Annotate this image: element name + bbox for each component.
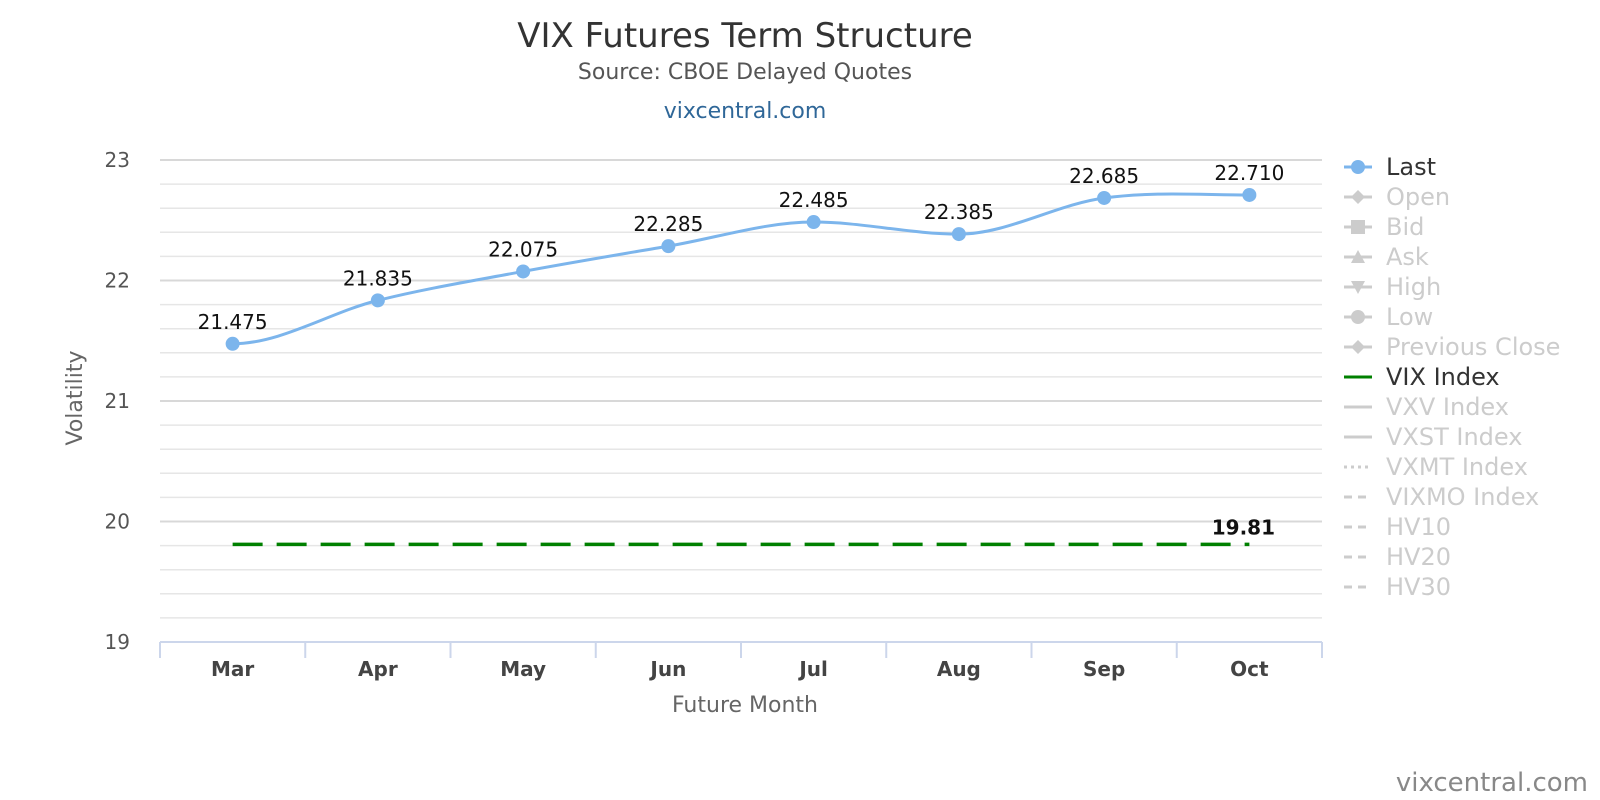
last-series-point <box>1097 190 1112 205</box>
legend-item[interactable]: HV20 <box>1344 543 1451 571</box>
legend-item[interactable]: VXV Index <box>1344 393 1509 421</box>
last-data-label: 22.075 <box>488 237 558 261</box>
y-tick-label: 20 <box>105 510 130 534</box>
y-tick-label: 19 <box>105 630 130 654</box>
credit-link[interactable]: vixcentral.com <box>1396 768 1588 798</box>
last-series-point <box>1242 187 1257 202</box>
legend-circle-icon <box>1351 160 1365 174</box>
x-tick-label: Aug <box>937 657 981 681</box>
legend-item[interactable]: VXST Index <box>1344 423 1522 451</box>
x-tick-label: Jun <box>648 657 686 681</box>
legend-item[interactable]: Low <box>1344 303 1433 331</box>
last-series-point <box>806 215 821 230</box>
legend-label: High <box>1386 273 1441 301</box>
y-axis-ticks: 19 20 21 22 23 <box>105 148 130 654</box>
last-series-point <box>951 227 966 242</box>
x-axis: Mar Apr May Jun Jul Aug Sep Oct <box>159 641 1323 681</box>
last-data-label: 22.285 <box>633 212 703 236</box>
x-tick-label: May <box>500 657 546 681</box>
legend-item[interactable]: Ask <box>1344 243 1429 271</box>
legend-label: Open <box>1386 183 1450 211</box>
y-tick-label: 23 <box>105 148 130 172</box>
legend-triangle-down-icon <box>1351 281 1365 294</box>
last-series-point <box>225 336 240 351</box>
legend-label: Last <box>1386 153 1436 181</box>
legend-item[interactable]: VIXMO Index <box>1344 483 1539 511</box>
x-tick-label: Sep <box>1083 657 1125 681</box>
x-tick-label: Oct <box>1230 657 1269 681</box>
last-data-label: 22.485 <box>779 188 849 212</box>
legend-label: Ask <box>1386 243 1429 271</box>
last-series-point <box>370 293 385 308</box>
legend-label: HV20 <box>1386 543 1451 571</box>
x-tick-label: Apr <box>358 657 398 681</box>
legend-label: HV10 <box>1386 513 1451 541</box>
series-last <box>225 187 1257 351</box>
legend-item[interactable]: Previous Close <box>1344 333 1560 361</box>
legend-label: VIX Index <box>1386 363 1500 391</box>
legend-item[interactable]: VIX Index <box>1344 363 1500 391</box>
y-tick-label: 21 <box>105 389 130 413</box>
chart-subtitle: Source: CBOE Delayed Quotes <box>578 60 912 85</box>
last-data-label: 22.685 <box>1069 164 1139 188</box>
legend-label: HV30 <box>1386 573 1451 601</box>
legend-item[interactable]: HV30 <box>1344 573 1451 601</box>
legend-label: VXST Index <box>1386 423 1522 451</box>
source-link[interactable]: vixcentral.com <box>664 99 827 124</box>
x-tick-label: Mar <box>211 657 254 681</box>
last-data-label: 22.710 <box>1214 161 1284 185</box>
last-data-label: 21.475 <box>198 310 268 334</box>
legend-item[interactable]: VXMT Index <box>1344 453 1528 481</box>
x-axis-title: Future Month <box>672 693 818 718</box>
legend-item[interactable]: Last <box>1344 153 1436 181</box>
legend-item[interactable]: High <box>1344 273 1441 301</box>
legend-circle-icon <box>1351 310 1365 324</box>
last-data-label: 22.385 <box>924 200 994 224</box>
legend-label: Previous Close <box>1386 333 1560 361</box>
data-labels: 21.475 21.835 22.075 22.285 22.485 22.385 22.6… <box>198 161 1285 539</box>
y-tick-label: 22 <box>105 269 130 293</box>
legend-item[interactable]: Open <box>1344 183 1450 211</box>
y-axis-title: Volatility <box>63 350 88 445</box>
vix-data-label: 19.81 <box>1212 515 1275 539</box>
legend-item[interactable]: Bid <box>1344 213 1424 241</box>
legend-triangle-icon <box>1351 250 1365 263</box>
chart-title: VIX Futures Term Structure <box>517 16 973 56</box>
legend-diamond-icon <box>1351 190 1365 204</box>
grid-lines <box>160 159 1322 619</box>
legend-diamond-icon <box>1351 340 1365 354</box>
legend-label: VIXMO Index <box>1386 483 1539 511</box>
legend-item[interactable]: HV10 <box>1344 513 1451 541</box>
legend-label: VXMT Index <box>1386 453 1528 481</box>
last-series-point <box>516 264 531 279</box>
legend-label: VXV Index <box>1386 393 1509 421</box>
legend-label: Low <box>1386 303 1433 331</box>
last-series-point <box>661 239 676 254</box>
last-series-line <box>232 192 1250 346</box>
legend-square-icon <box>1351 220 1365 234</box>
x-tick-label: Jul <box>797 657 828 681</box>
last-data-label: 21.835 <box>343 266 413 290</box>
legend-label: Bid <box>1386 213 1424 241</box>
